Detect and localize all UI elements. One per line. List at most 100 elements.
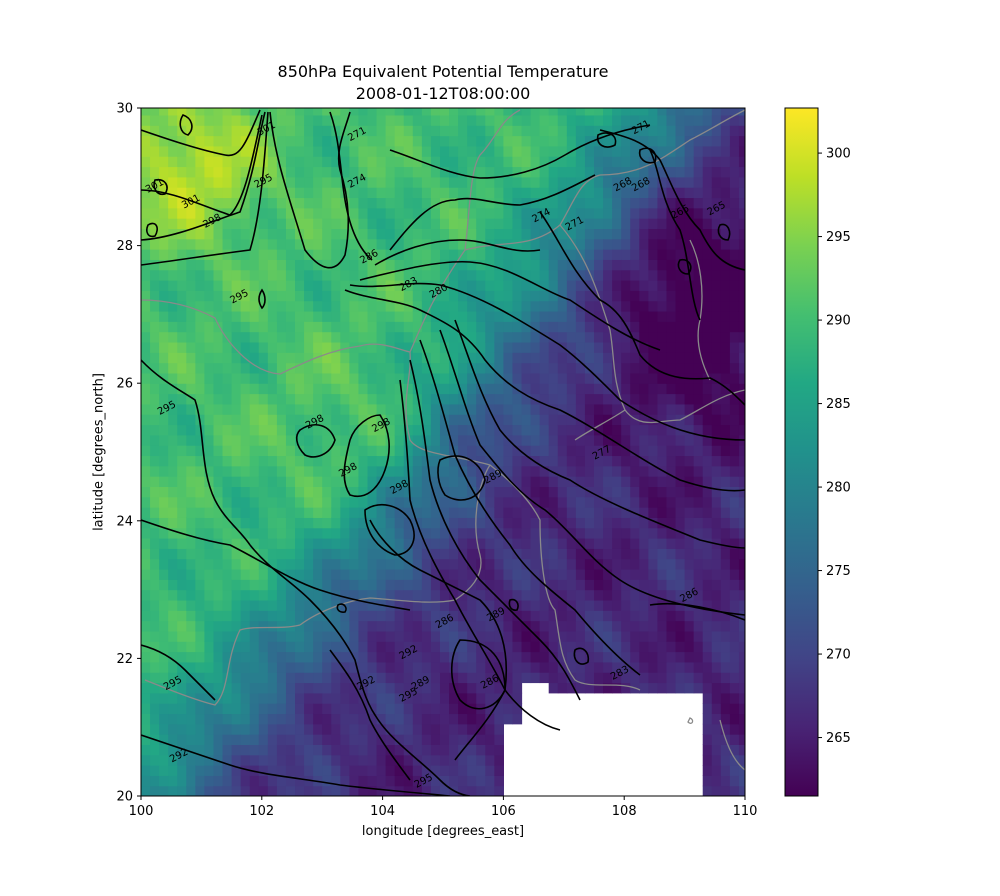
heatmap-cell bbox=[467, 661, 477, 673]
heatmap-cell bbox=[476, 259, 486, 271]
heatmap-cell bbox=[539, 108, 550, 116]
heatmap-cell bbox=[467, 341, 477, 353]
heatmap-cell bbox=[702, 300, 713, 312]
heatmap-cell bbox=[530, 207, 541, 219]
heatmap-cell bbox=[557, 538, 568, 549]
heatmap-cell bbox=[494, 723, 504, 735]
heatmap-cell bbox=[295, 445, 305, 457]
heatmap-cell bbox=[621, 558, 631, 570]
heatmap-cell bbox=[720, 156, 731, 168]
heatmap-cell bbox=[476, 331, 486, 343]
heatmap-cell bbox=[449, 723, 459, 735]
heatmap-cell bbox=[720, 568, 731, 580]
heatmap-cell bbox=[150, 108, 160, 116]
heatmap-cell bbox=[494, 414, 504, 426]
heatmap-cell bbox=[439, 197, 450, 209]
heatmap-cell bbox=[430, 517, 441, 529]
heatmap-cell bbox=[449, 207, 459, 219]
heatmap-cell bbox=[693, 424, 704, 436]
heatmap-cell bbox=[476, 651, 486, 663]
heatmap-cell bbox=[267, 269, 278, 281]
heatmap-cell bbox=[512, 434, 523, 446]
heatmap-cell bbox=[530, 486, 541, 498]
heatmap-cell bbox=[331, 362, 341, 374]
heatmap-cell bbox=[421, 280, 432, 291]
heatmap-cell bbox=[512, 548, 523, 560]
heatmap-cell bbox=[521, 176, 532, 188]
heatmap-cell bbox=[449, 310, 459, 322]
heatmap-cell bbox=[340, 568, 350, 580]
heatmap-cell bbox=[548, 197, 559, 209]
heatmap-cell bbox=[575, 672, 586, 684]
heatmap-cell bbox=[530, 434, 541, 446]
heatmap-cell bbox=[584, 218, 595, 229]
heatmap-cell bbox=[584, 651, 595, 663]
heatmap-cell bbox=[141, 568, 151, 580]
heatmap-cell bbox=[249, 331, 260, 343]
heatmap-cell bbox=[412, 290, 423, 302]
heatmap-cell bbox=[467, 197, 477, 209]
heatmap-cell bbox=[186, 331, 196, 343]
heatmap-cell bbox=[503, 610, 514, 622]
heatmap-cell bbox=[340, 589, 350, 601]
heatmap-cell bbox=[648, 486, 659, 498]
heatmap-cell bbox=[467, 238, 477, 250]
heatmap-cell bbox=[186, 166, 196, 178]
heatmap-cell bbox=[557, 445, 568, 457]
heatmap-cell bbox=[349, 207, 360, 219]
heatmap-cell bbox=[494, 125, 504, 137]
heatmap-cell bbox=[566, 672, 577, 684]
heatmap-cell bbox=[521, 538, 532, 549]
heatmap-cell bbox=[621, 579, 631, 591]
heatmap-cell bbox=[168, 507, 178, 518]
heatmap-cell bbox=[476, 187, 486, 199]
heatmap-cell bbox=[675, 114, 686, 126]
heatmap-cell bbox=[222, 465, 233, 477]
heatmap-cell bbox=[231, 517, 242, 529]
heatmap-cell bbox=[186, 383, 196, 395]
heatmap-cell bbox=[349, 785, 360, 796]
heatmap-cell bbox=[340, 672, 350, 684]
heatmap-cell bbox=[295, 548, 305, 560]
heatmap-cell bbox=[503, 692, 514, 704]
heatmap-cell bbox=[331, 476, 341, 487]
heatmap-cell bbox=[231, 108, 242, 116]
heatmap-cell bbox=[367, 785, 378, 796]
heatmap-cell bbox=[539, 197, 550, 209]
heatmap-cell bbox=[530, 372, 541, 384]
heatmap-cell bbox=[258, 393, 269, 405]
heatmap-cell bbox=[412, 259, 423, 271]
heatmap-cell bbox=[240, 713, 251, 725]
heatmap-cell bbox=[621, 372, 631, 384]
heatmap-cell bbox=[657, 579, 668, 591]
heatmap-cell bbox=[603, 156, 613, 168]
heatmap-cell bbox=[331, 207, 341, 219]
heatmap-cell bbox=[267, 630, 278, 642]
heatmap-cell bbox=[630, 610, 640, 622]
heatmap-cell bbox=[557, 259, 568, 271]
heatmap-cell bbox=[304, 610, 314, 622]
heatmap-cell bbox=[204, 507, 215, 518]
heatmap-cell bbox=[439, 156, 450, 168]
heatmap-cell bbox=[276, 207, 287, 219]
heatmap-cell bbox=[675, 589, 686, 601]
heatmap-cell bbox=[231, 290, 242, 302]
heatmap-cell bbox=[367, 125, 378, 137]
heatmap-cell bbox=[358, 641, 369, 653]
heatmap-cell bbox=[222, 249, 233, 260]
heatmap-cell bbox=[630, 310, 640, 322]
heatmap-cell bbox=[267, 145, 278, 157]
heatmap-cell bbox=[150, 692, 160, 704]
heatmap-cell bbox=[485, 145, 495, 157]
heatmap-cell bbox=[258, 476, 269, 487]
heatmap-cell bbox=[204, 620, 215, 632]
heatmap-cell bbox=[467, 331, 477, 343]
heatmap-cell bbox=[322, 517, 332, 529]
heatmap-cell bbox=[684, 108, 695, 116]
heatmap-cell bbox=[467, 321, 477, 333]
heatmap-cell bbox=[385, 114, 396, 126]
heatmap-cell bbox=[675, 476, 686, 487]
heatmap-cell bbox=[494, 341, 504, 353]
heatmap-cell bbox=[657, 290, 668, 302]
